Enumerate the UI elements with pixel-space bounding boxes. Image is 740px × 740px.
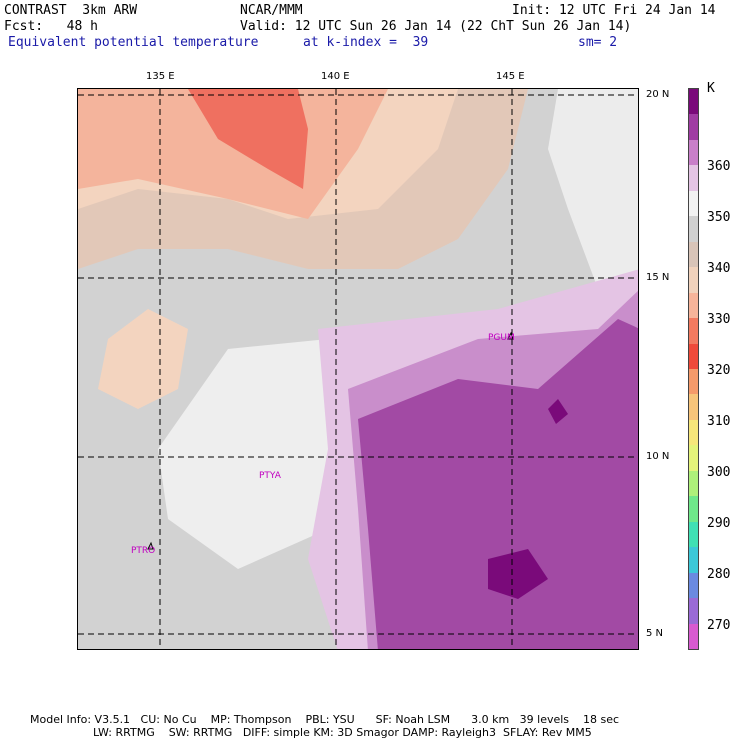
station-ptya: PTYA bbox=[259, 471, 281, 481]
org-label: NCAR/MMM bbox=[240, 3, 303, 18]
smoothing-label: sm= 2 bbox=[578, 35, 618, 50]
lon-label-135: 135 E bbox=[146, 71, 175, 82]
colorbar-swatch bbox=[689, 521, 698, 548]
colorbar-label-280: 280 bbox=[707, 567, 731, 582]
lon-label-145: 145 E bbox=[496, 71, 525, 82]
colorbar-swatch bbox=[689, 623, 698, 650]
level-label: at k-index = 39 bbox=[303, 35, 429, 50]
colorbar-swatch bbox=[689, 470, 698, 497]
model-info-line1: Model Info: V3.5.1 CU: No Cu MP: Thompso… bbox=[30, 713, 620, 726]
colorbar-label-340: 340 bbox=[707, 261, 731, 276]
station-ptro: PTRO bbox=[131, 546, 156, 556]
map-field bbox=[78, 89, 638, 649]
lon-label-140: 140 E bbox=[321, 71, 350, 82]
lat-label-20: 20 N bbox=[646, 89, 670, 100]
model-info-line2: LW: RRTMG SW: RRTMG DIFF: simple KM: 3D … bbox=[30, 726, 592, 739]
colorbar-swatch bbox=[689, 139, 698, 166]
colorbar-unit: K bbox=[707, 81, 715, 96]
colorbar-swatch bbox=[689, 292, 698, 319]
colorbar-swatch bbox=[689, 598, 698, 625]
model-title: CONTRAST 3km ARW bbox=[4, 3, 138, 18]
colorbar-swatch bbox=[689, 445, 698, 472]
colorbar-swatch bbox=[689, 216, 698, 243]
colorbar-swatch bbox=[689, 547, 698, 574]
colorbar-label-300: 300 bbox=[707, 465, 731, 480]
colorbar-swatch bbox=[689, 114, 698, 141]
field-name: Equivalent potential temperature bbox=[8, 35, 259, 50]
colorbar bbox=[688, 88, 699, 650]
region-370 bbox=[358, 319, 638, 649]
colorbar-swatch bbox=[689, 89, 698, 115]
colorbar-swatch bbox=[689, 343, 698, 370]
colorbar-swatch bbox=[689, 190, 698, 217]
colorbar-label-270: 270 bbox=[707, 618, 731, 633]
colorbar-label-320: 320 bbox=[707, 363, 731, 378]
lat-label-15: 15 N bbox=[646, 272, 670, 283]
colorbar-swatch bbox=[689, 241, 698, 268]
region-335 bbox=[78, 89, 388, 219]
theta-e-map bbox=[77, 88, 639, 650]
colorbar-label-290: 290 bbox=[707, 516, 731, 531]
palau-coastline bbox=[147, 541, 154, 550]
valid-time: Valid: 12 UTC Sun 26 Jan 14 (22 ChT Sun … bbox=[240, 19, 632, 34]
colorbar-swatch bbox=[689, 318, 698, 345]
colorbar-label-360: 360 bbox=[707, 159, 731, 174]
region-375 bbox=[488, 549, 548, 599]
station-pgum: PGUM bbox=[488, 333, 515, 343]
init-time: Init: 12 UTC Fri 24 Jan 14 bbox=[512, 3, 716, 18]
region-375-north bbox=[548, 399, 568, 424]
colorbar-swatch bbox=[689, 165, 698, 192]
region-340-west bbox=[98, 309, 188, 409]
colorbar-swatch bbox=[689, 369, 698, 395]
lat-label-5: 5 N bbox=[646, 628, 664, 639]
guam-coastline bbox=[507, 331, 514, 340]
colorbar-swatch bbox=[689, 267, 698, 294]
colorbar-swatch bbox=[689, 394, 698, 421]
lat-label-10: 10 N bbox=[646, 451, 670, 462]
region-355-ne bbox=[548, 89, 638, 309]
colorbar-label-330: 330 bbox=[707, 312, 731, 327]
colorbar-label-310: 310 bbox=[707, 414, 731, 429]
region-330 bbox=[188, 89, 308, 189]
colorbar-swatch bbox=[689, 572, 698, 599]
forecast-hour: Fcst: 48 h bbox=[4, 19, 98, 34]
colorbar-swatch bbox=[689, 496, 698, 523]
colorbar-swatch bbox=[689, 419, 698, 446]
colorbar-label-350: 350 bbox=[707, 210, 731, 225]
